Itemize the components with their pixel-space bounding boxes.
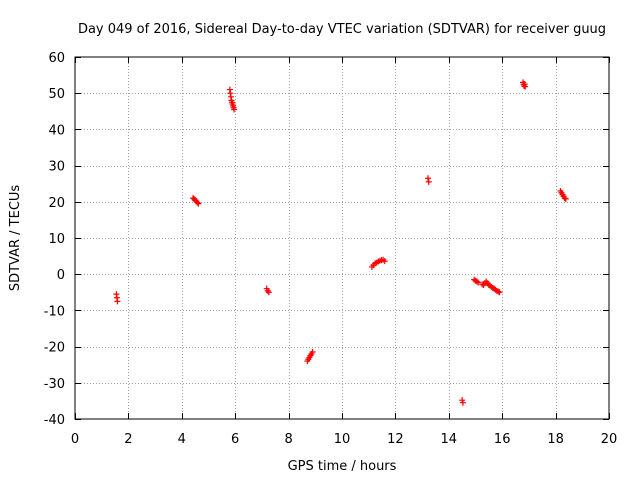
- y-tick-label: 50: [48, 87, 65, 102]
- data-point: [522, 83, 529, 90]
- data-point: [459, 399, 466, 406]
- y-axis-label: SDTVAR / TECUs: [8, 185, 23, 292]
- data-point: [475, 279, 482, 286]
- y-tick-label: 20: [48, 196, 65, 211]
- data-point: [381, 258, 388, 265]
- y-tick-label: 0: [57, 268, 65, 283]
- data-point: [425, 178, 432, 185]
- x-tick-label: 6: [231, 432, 239, 447]
- y-tick-label: -40: [44, 413, 65, 428]
- data-point: [473, 278, 480, 285]
- x-tick-label: 10: [334, 432, 351, 447]
- y-tick-label: 10: [48, 232, 65, 247]
- data-points: [113, 79, 569, 406]
- y-tick-label: 60: [48, 51, 65, 66]
- chart-title: Day 049 of 2016, Sidereal Day-to-day VTE…: [78, 22, 606, 37]
- data-point: [265, 289, 272, 296]
- data-point: [479, 281, 486, 288]
- x-tick-label: 20: [601, 432, 618, 447]
- data-point: [195, 200, 202, 207]
- y-tick-label: 30: [48, 160, 65, 175]
- x-tick-label: 2: [124, 432, 132, 447]
- x-tick-label: 12: [387, 432, 404, 447]
- data-point: [562, 195, 569, 202]
- data-point: [496, 289, 503, 296]
- axis-ticks: 0 2 4 6 8 10 12 14 16 18 20 -40 -30 -20 -10 0 10 20 30 40 50…: [44, 51, 618, 447]
- data-point: [309, 349, 316, 356]
- y-tick-label: -30: [44, 377, 65, 392]
- x-tick-label: 8: [284, 432, 292, 447]
- data-point: [561, 195, 568, 202]
- grid-lines: [75, 57, 609, 419]
- x-axis-label: GPS time / hours: [288, 459, 397, 474]
- x-tick-label: 14: [441, 432, 458, 447]
- y-tick-label: -20: [44, 341, 65, 356]
- data-point: [495, 288, 502, 295]
- data-point: [194, 199, 201, 206]
- data-point: [231, 106, 238, 113]
- data-point: [424, 175, 431, 182]
- x-tick-label: 16: [494, 432, 511, 447]
- x-tick-label: 4: [178, 432, 186, 447]
- y-tick-label: -10: [44, 304, 65, 319]
- x-tick-label: 18: [547, 432, 564, 447]
- y-tick-label: 40: [48, 123, 65, 138]
- x-tick-label: 0: [71, 432, 79, 447]
- data-point: [114, 298, 121, 305]
